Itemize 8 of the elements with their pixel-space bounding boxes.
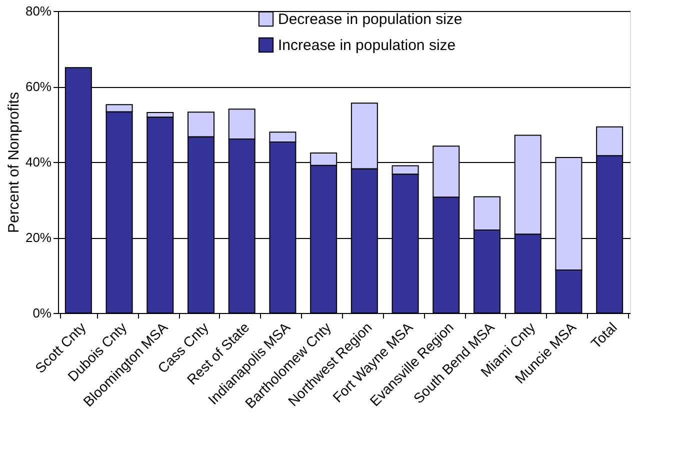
y-tick-label: 60% — [25, 79, 52, 94]
legend-label: Increase in population size — [278, 37, 456, 54]
y-tick-label: 20% — [25, 230, 52, 245]
y-axis-title: Percent of Nonprofits — [5, 92, 22, 233]
legend-label: Decrease in population size — [278, 11, 462, 28]
y-tick-label: 80% — [25, 4, 52, 18]
y-tick-label: 0% — [32, 306, 52, 320]
y-tick-label: 40% — [25, 154, 52, 170]
